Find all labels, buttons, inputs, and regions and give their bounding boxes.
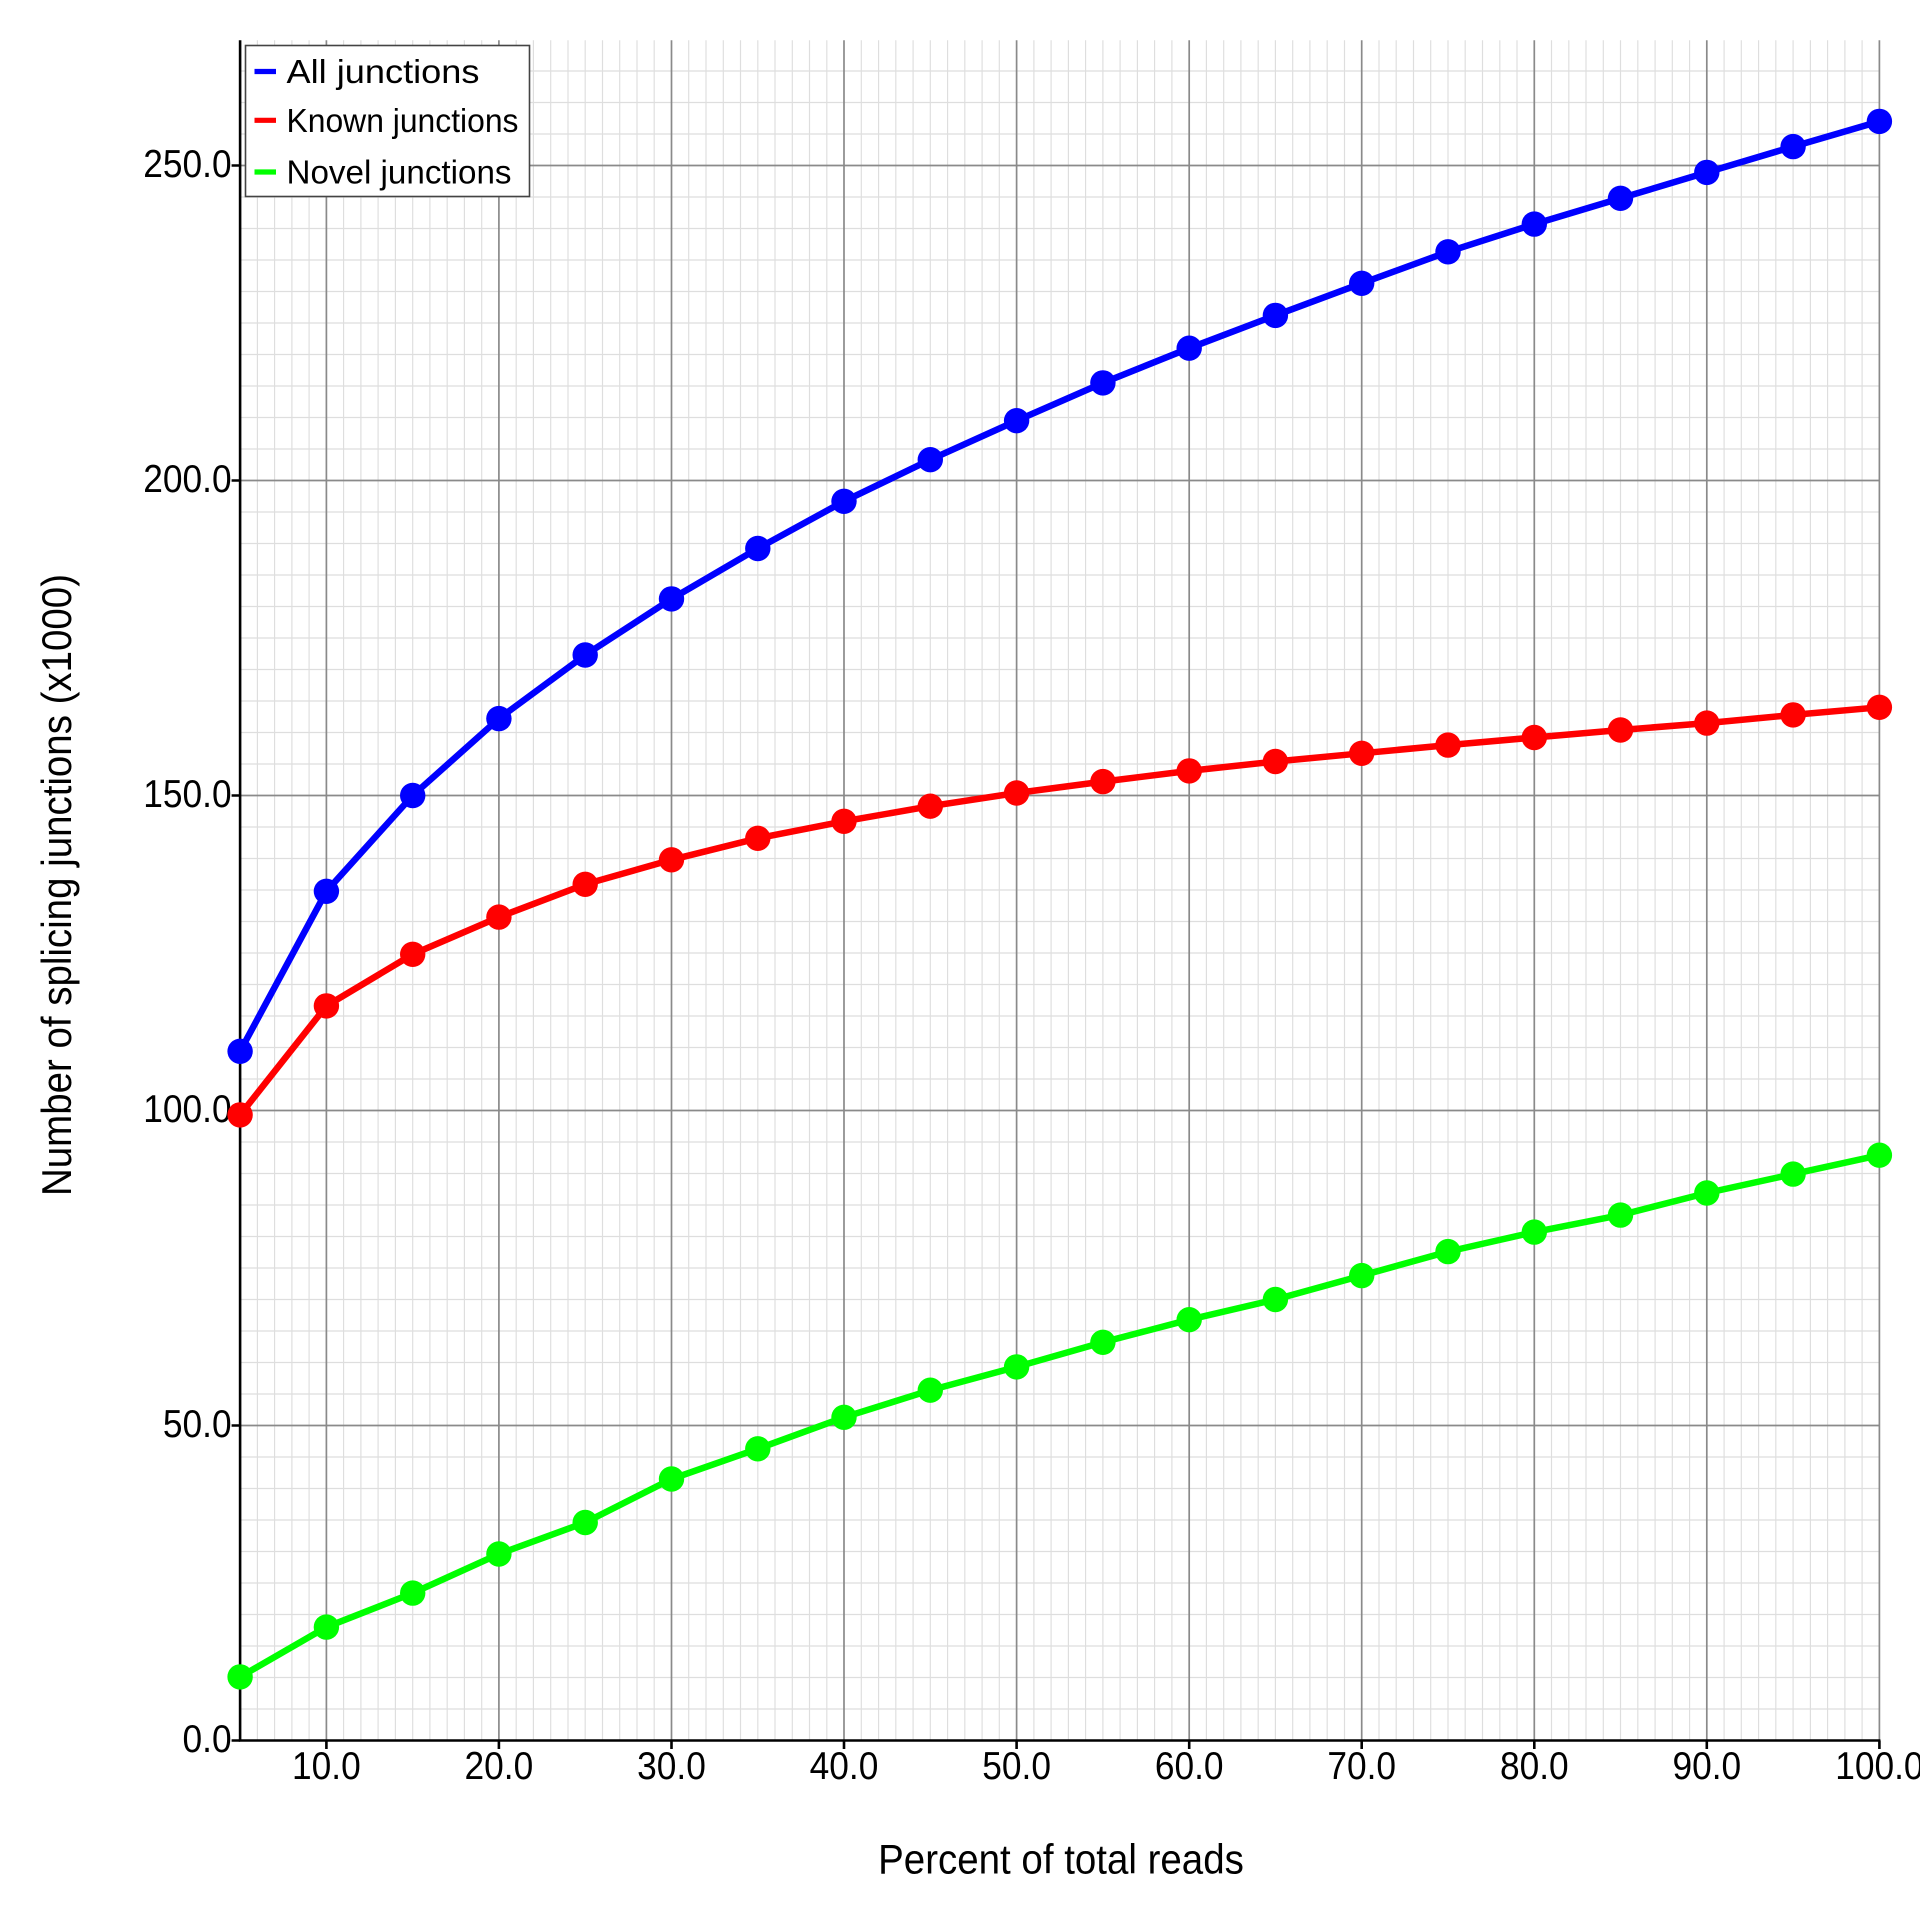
svg-text:Number of splicing junctions (: Number of splicing junctions (x1000) (33, 574, 80, 1196)
svg-text:60.0: 60.0 (1155, 1745, 1224, 1788)
svg-text:Percent of total reads: Percent of total reads (878, 1836, 1244, 1883)
svg-text:250.0: 250.0 (143, 143, 231, 186)
svg-text:10.0: 10.0 (292, 1745, 361, 1788)
svg-text:0.0: 0.0 (183, 1718, 232, 1761)
svg-text:30.0: 30.0 (637, 1745, 706, 1788)
svg-text:20.0: 20.0 (465, 1745, 534, 1788)
svg-text:Novel junctions: Novel junctions (287, 154, 512, 191)
svg-text:200.0: 200.0 (143, 458, 231, 501)
svg-text:150.0: 150.0 (143, 773, 231, 816)
svg-text:100.0: 100.0 (143, 1088, 231, 1131)
svg-text:Known junctions: Known junctions (287, 102, 519, 139)
svg-text:80.0: 80.0 (1500, 1745, 1569, 1788)
svg-text:40.0: 40.0 (810, 1745, 879, 1788)
svg-text:90.0: 90.0 (1672, 1745, 1741, 1788)
svg-text:70.0: 70.0 (1327, 1745, 1396, 1788)
svg-text:All junctions: All junctions (287, 53, 480, 90)
svg-text:50.0: 50.0 (982, 1745, 1051, 1788)
svg-text:100.0: 100.0 (1835, 1745, 1920, 1788)
svg-text:50.0: 50.0 (163, 1403, 232, 1446)
